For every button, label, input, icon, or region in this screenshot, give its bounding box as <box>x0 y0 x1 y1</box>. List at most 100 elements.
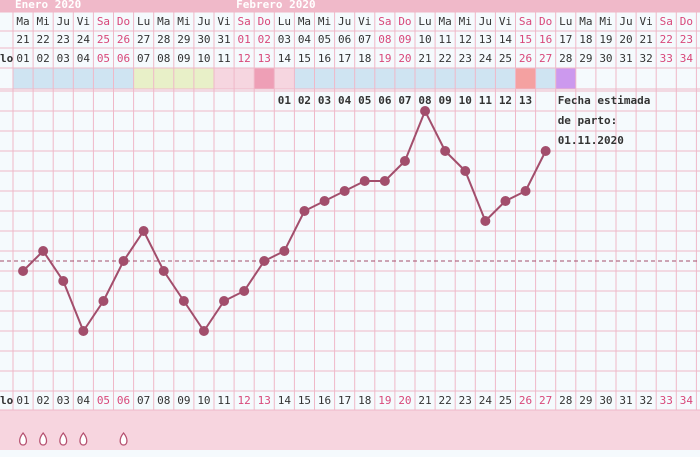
cycle-day-bottom: 19 <box>378 394 391 407</box>
cycle-day: 09 <box>177 52 190 65</box>
cycle-day: 20 <box>398 52 411 65</box>
cycle-day: 26 <box>519 52 532 65</box>
temperature-point <box>78 326 89 336</box>
weekday: Vi <box>358 15 371 28</box>
cycle-day-bottom: 11 <box>217 394 230 407</box>
weekday: Vi <box>217 15 230 28</box>
cycle-day: 33 <box>660 52 673 65</box>
weekday: Mi <box>318 15 331 28</box>
weekday: Sa <box>660 15 673 28</box>
date: 10 <box>418 33 431 46</box>
cycle-day: 34 <box>680 52 694 65</box>
day-color <box>535 68 556 89</box>
weekday: Vi <box>640 15 653 28</box>
day-color <box>475 68 496 89</box>
weekday: Lu <box>278 15 291 28</box>
cycle-day: 06 <box>117 52 130 65</box>
cycle-day-bottom: 03 <box>57 394 70 407</box>
day-color <box>13 68 34 89</box>
date: 27 <box>137 33 150 46</box>
cycle-day: 04 <box>77 52 91 65</box>
cycle-day-bottom: 22 <box>439 394 452 407</box>
cycle-day-bottom: 21 <box>418 394 431 407</box>
weekday: Ju <box>479 15 492 28</box>
date: 26 <box>117 33 130 46</box>
date: 21 <box>16 33 29 46</box>
date: 23 <box>57 33 70 46</box>
temperature-point <box>399 156 410 166</box>
temperature-point <box>58 276 69 286</box>
day-color <box>294 68 315 89</box>
temperature-point <box>540 146 551 156</box>
temperature-point <box>319 196 330 206</box>
weekday: Lu <box>418 15 431 28</box>
temperature-point <box>118 256 129 266</box>
cycle-day: 11 <box>217 52 230 65</box>
cycle-day-bottom: 18 <box>358 394 371 407</box>
cycle-day-bottom: 10 <box>197 394 210 407</box>
cycle-day: 16 <box>318 52 331 65</box>
month-label: Enero 2020 <box>15 0 81 11</box>
period-drop <box>79 431 88 446</box>
cycle-day: 22 <box>439 52 452 65</box>
annotation: de parto: <box>558 114 618 127</box>
cycle-day-bottom: 06 <box>117 394 130 407</box>
weekday: Lu <box>137 15 150 28</box>
temperature-point <box>138 226 149 236</box>
cycle-day-bottom: 30 <box>599 394 612 407</box>
cycle-day: 10 <box>197 52 210 65</box>
cycle-day: 25 <box>499 52 512 65</box>
cycle-day: 03 <box>57 52 70 65</box>
day-color <box>354 68 375 89</box>
weekday: Sa <box>238 15 251 28</box>
annotation: Fecha estimada <box>558 94 651 107</box>
temperature-point <box>279 246 290 256</box>
date: 14 <box>499 33 513 46</box>
weekday: Ju <box>197 15 210 28</box>
post-ovulation-day: 06 <box>378 94 392 107</box>
cycle-day-bottom: 07 <box>137 394 150 407</box>
weekday: Mi <box>177 15 190 28</box>
cycle-day-bottom: 32 <box>640 394 653 407</box>
date: 02 <box>258 33 271 46</box>
weekday: Ju <box>619 15 632 28</box>
cycle-day-bottom: 17 <box>338 394 351 407</box>
day-color <box>314 68 335 89</box>
period-drop <box>59 431 68 446</box>
date: 21 <box>640 33 653 46</box>
weekday: Do <box>258 15 271 28</box>
weekday: Ma <box>298 15 311 28</box>
date: 11 <box>439 33 452 46</box>
post-ovulation-day: 02 <box>298 94 311 107</box>
day-color <box>173 68 194 89</box>
cycle-day: 32 <box>640 52 653 65</box>
day-color <box>415 68 436 89</box>
day-color <box>435 68 456 89</box>
day-color <box>495 68 516 89</box>
weekday: Ju <box>338 15 351 28</box>
temperature-point <box>18 266 29 276</box>
weekday: Mi <box>599 15 612 28</box>
date: 03 <box>278 33 291 46</box>
cycle-day-bottom: 04 <box>77 394 91 407</box>
cycle-day: 28 <box>559 52 572 65</box>
cycle-day: 07 <box>137 52 150 65</box>
weekday: Sa <box>378 15 391 28</box>
date: 30 <box>197 33 210 46</box>
cycle-day: 27 <box>539 52 552 65</box>
date: 24 <box>77 33 91 46</box>
temperature-point <box>480 216 491 226</box>
temperature-point <box>339 186 350 196</box>
day-color <box>254 68 275 89</box>
day-color <box>334 68 355 89</box>
cycle-day: 30 <box>599 52 612 65</box>
post-ovulation-day: 09 <box>439 94 452 107</box>
cycle-day-bottom: 15 <box>298 394 311 407</box>
temperature-point <box>98 296 109 306</box>
day-color <box>113 68 134 89</box>
cycle-day-bottom: 24 <box>479 394 493 407</box>
row-label: lo <box>0 52 14 65</box>
day-color <box>374 68 395 89</box>
cycle-day-bottom: 26 <box>519 394 532 407</box>
temperature-point <box>440 146 451 156</box>
